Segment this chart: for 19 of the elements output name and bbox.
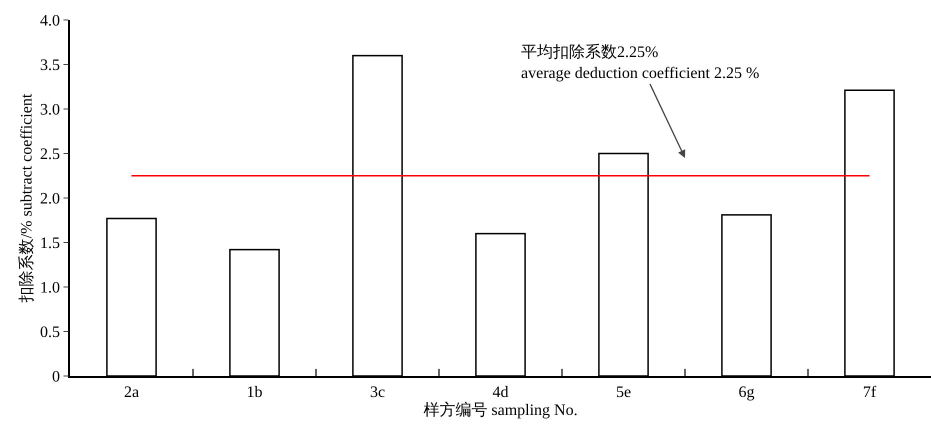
y-tick-label: 2.0 [40,190,60,208]
x-tick-label: 3c [370,384,386,401]
x-tick-label: 6g [738,384,754,401]
y-tick-label: 4.0 [40,12,60,30]
y-tick-label: 3.5 [40,57,60,74]
x-axis-title: 样方编号 sampling No. [423,400,578,419]
annotation: 平均扣除系数2.25% average deduction coefficient 2.25 % [521,43,760,82]
x-tick-label: 5e [616,384,632,401]
x-tick-label: 1b [246,384,262,401]
y-tick-label: 3.0 [40,102,60,119]
y-tick-label: 0.5 [40,324,60,342]
y-tick-label: 1.0 [40,280,60,297]
x-tick-label: 4d [492,384,508,401]
y-tick-label: 2.5 [40,146,60,164]
x-tick-label: 7f [862,384,877,401]
y-tick-label: 1.5 [40,235,60,252]
y-axis-title: 扣除系数/% subtract coefficient [17,93,36,304]
y-tick-label: 0 [52,368,60,386]
x-tick-label: 2a [124,384,140,401]
